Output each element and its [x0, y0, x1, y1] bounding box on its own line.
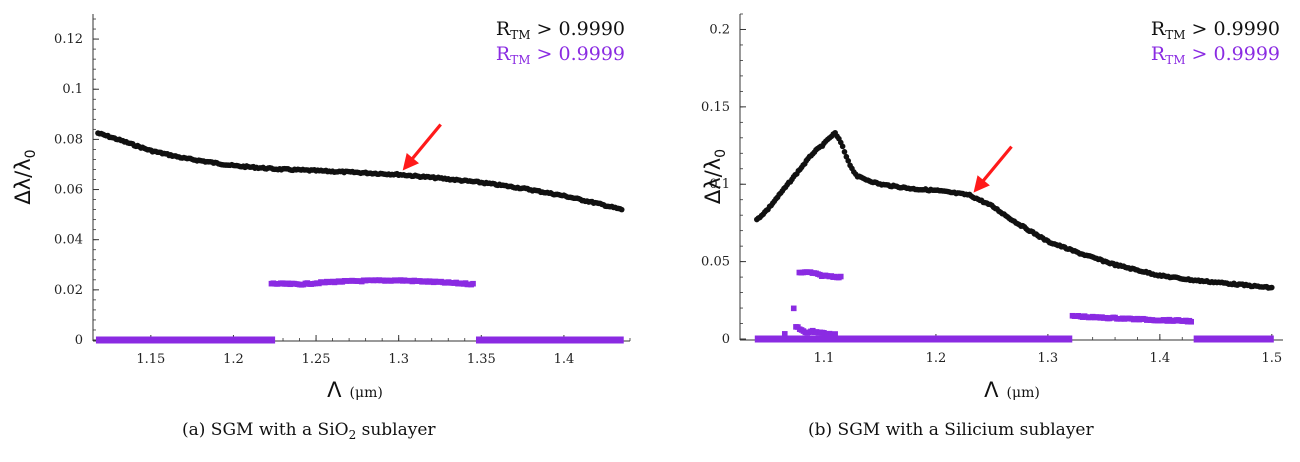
legend-entry: RTM > 0.9990	[1151, 18, 1280, 42]
arrow-shaft	[981, 145, 1013, 183]
x-tick-label: 1.2	[926, 351, 947, 366]
data-point	[781, 331, 788, 337]
y-tick-label: 0.1	[709, 177, 730, 192]
x-tick-label: 1.1	[814, 351, 835, 366]
data-point	[470, 280, 476, 287]
x-tick-label: 1.3	[1038, 351, 1059, 366]
y-tick-label: 0.2	[709, 22, 730, 37]
figure-caption: (b) SGM with a Silicium sublayer	[808, 420, 1094, 440]
baseline-segment	[475, 336, 624, 344]
data-point	[841, 149, 848, 155]
baseline-segment	[95, 336, 276, 344]
legend-entry: RTM > 0.9999	[496, 43, 625, 67]
chart-panel-a: 0 0.02 0.04 0.06 0.08 0.1 0.12 1.15 1.2 1.25 1.3 1.…	[11, 14, 631, 442]
series-2	[754, 335, 1274, 343]
y-tick-label: 0.02	[54, 283, 83, 298]
annotation-arrow	[402, 123, 442, 171]
data-point	[839, 143, 846, 150]
data-point	[837, 273, 844, 280]
y-tick-label: 0.08	[54, 132, 83, 147]
arrow-head	[973, 175, 990, 193]
arrow-shaft	[410, 123, 442, 161]
data-point	[832, 331, 838, 337]
series-2	[95, 336, 624, 344]
x-tick-label: 1.4	[1150, 351, 1171, 366]
y-tick-label: 0	[722, 332, 730, 347]
x-tick-label: 1.15	[136, 352, 165, 367]
y-tick-label: 0	[75, 333, 83, 348]
x-tick-label: 1.35	[467, 352, 496, 367]
data-point	[1269, 284, 1275, 291]
y-tick-label: 0.15	[701, 100, 730, 115]
y-tick-label: 0.1	[62, 82, 83, 97]
y-tick-label: 0.06	[54, 183, 83, 198]
x-axis-label: Λ (μm)	[327, 378, 383, 402]
legend-entry: RTM > 0.9990	[496, 18, 625, 42]
baseline-segment	[754, 335, 1073, 343]
y-tick-label: 0.04	[54, 233, 83, 248]
chart-panel-b: 0 0.05 0.1 0.15 0.2 1.1 1.2 1.3 1.4 1.5 Λ (μm) Δλ/λ0…	[701, 13, 1283, 440]
x-tick-label: 1.5	[1261, 351, 1282, 366]
data-point	[618, 206, 625, 213]
x-axis-label: Λ (μm)	[984, 378, 1040, 402]
data-point	[845, 158, 852, 164]
y-tick-label: 0.05	[701, 255, 730, 270]
series-1	[268, 277, 476, 288]
arrow-head	[402, 153, 420, 171]
annotation-arrow	[973, 145, 1013, 193]
data-point	[1188, 318, 1194, 325]
series-0	[753, 129, 1275, 291]
baseline-segment	[1193, 335, 1274, 343]
y-axis-label: Δλ/λ0	[11, 149, 39, 204]
legend-entry: RTM > 0.9999	[1151, 43, 1280, 67]
series-1	[781, 269, 1194, 338]
x-tick-label: 1.25	[302, 352, 331, 367]
y-tick-label: 0.12	[54, 32, 83, 47]
x-tick-label: 1.2	[223, 352, 244, 367]
x-tick-label: 1.4	[554, 352, 575, 367]
data-point	[790, 305, 797, 312]
figure-caption: (a) SGM with a SiO2 sublayer	[182, 420, 436, 442]
y-axis-label: Δλ/λ0	[701, 149, 729, 204]
x-tick-label: 1.3	[388, 352, 409, 367]
series-0	[95, 130, 625, 213]
